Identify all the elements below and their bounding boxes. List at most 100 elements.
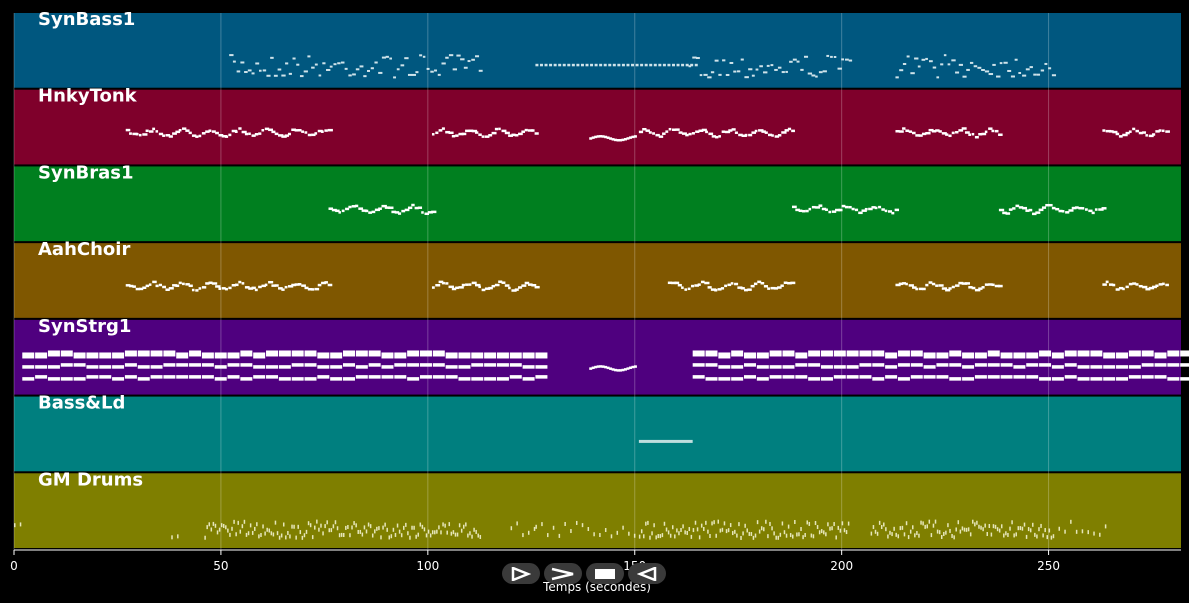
note [218, 287, 222, 290]
note [270, 531, 273, 536]
note [619, 138, 623, 142]
note [421, 211, 424, 214]
note [491, 131, 497, 135]
note [1102, 129, 1106, 132]
note [365, 529, 368, 534]
note-segment [14, 522, 22, 528]
note [921, 287, 926, 291]
note [688, 65, 692, 68]
note [895, 283, 901, 287]
note [1090, 350, 1103, 357]
note [792, 58, 797, 61]
note [274, 520, 277, 525]
note [874, 206, 878, 210]
note [774, 135, 780, 138]
note [421, 524, 424, 529]
play-reverse-button[interactable] [502, 563, 540, 584]
note [674, 281, 680, 285]
note [189, 363, 202, 367]
x-tick-label: 200 [830, 559, 853, 573]
note [60, 350, 73, 357]
note [955, 284, 960, 287]
note [171, 535, 173, 540]
note [14, 523, 16, 528]
note [1101, 207, 1107, 210]
play-back-button[interactable] [628, 563, 666, 584]
note [705, 350, 718, 357]
note [721, 130, 726, 133]
note [299, 530, 302, 535]
note [1007, 69, 1012, 72]
note [846, 365, 859, 369]
note [898, 130, 904, 133]
note [742, 531, 744, 536]
note [700, 280, 705, 284]
note [1005, 212, 1011, 215]
note [394, 532, 397, 537]
note [808, 350, 821, 357]
note [498, 280, 503, 283]
note [966, 68, 970, 71]
note [571, 63, 575, 67]
note [262, 69, 267, 72]
note [738, 133, 743, 137]
note [743, 352, 756, 359]
note [364, 209, 369, 213]
note [770, 286, 776, 290]
note [948, 134, 952, 138]
note [475, 283, 481, 287]
note [968, 133, 972, 136]
note [971, 286, 976, 290]
note [124, 350, 137, 357]
note [138, 133, 142, 137]
note [920, 520, 922, 525]
note [608, 63, 612, 67]
note [931, 130, 937, 133]
note [938, 530, 941, 535]
note [1155, 130, 1160, 133]
note [22, 365, 35, 369]
note [825, 208, 828, 212]
note [270, 56, 274, 59]
note [229, 532, 231, 537]
note [897, 377, 910, 381]
stop-button[interactable] [586, 563, 624, 584]
note [902, 127, 906, 130]
note [175, 284, 180, 288]
note [384, 522, 386, 527]
note [612, 63, 616, 67]
note [231, 129, 238, 133]
note [694, 284, 699, 287]
note [345, 525, 347, 530]
note [661, 533, 664, 538]
note [718, 365, 731, 369]
note [461, 132, 467, 136]
note [958, 281, 964, 285]
note [604, 135, 608, 139]
fast-forward-button[interactable] [544, 563, 582, 584]
note [1048, 203, 1053, 207]
note [253, 365, 266, 369]
note [182, 282, 185, 286]
note [475, 131, 479, 134]
note [761, 130, 766, 133]
note [1180, 377, 1189, 381]
note [471, 129, 478, 133]
note [713, 520, 715, 525]
note [398, 529, 401, 534]
note [22, 377, 35, 381]
note [899, 526, 902, 531]
note [218, 527, 221, 532]
note [924, 524, 926, 529]
note [864, 207, 868, 211]
note [769, 365, 782, 369]
note [463, 524, 465, 529]
note [777, 535, 780, 540]
note [274, 132, 279, 136]
note [617, 63, 621, 67]
note [322, 531, 324, 536]
note [253, 352, 266, 359]
note [662, 63, 666, 67]
note [297, 524, 299, 529]
note [751, 74, 755, 77]
